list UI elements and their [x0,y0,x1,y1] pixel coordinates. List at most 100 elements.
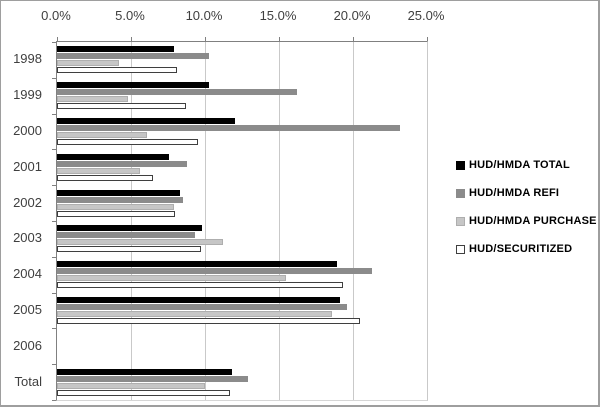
x-axis-tick [353,37,354,41]
bar [57,389,231,396]
bar [57,167,140,174]
bar-rows [57,42,427,400]
gridline [353,42,354,400]
x-axis-tick-label: 25.0% [407,8,445,23]
legend-label: HUD/HMDA PURCHASE [469,215,597,227]
x-axis-tick [279,37,280,41]
category-label: 2003 [13,230,42,246]
category-label: 2006 [13,337,42,353]
y-axis-category-labels: 1998 1999 2000 2001 2002 2003 2004 2005 2006 Tota… [1,41,49,399]
bar [57,317,361,324]
legend-swatch-icon [456,188,465,198]
bar [57,268,373,275]
legend-item: HUD/HMDA REFI [456,187,597,199]
y-axis-tick [52,149,56,151]
bar [57,310,333,317]
x-axis-tick-label: 5.0% [115,8,145,23]
bar-group [57,114,427,150]
bar [57,210,176,217]
bar-group [57,221,427,257]
bar [57,382,205,389]
gridline [279,42,280,400]
y-axis-tick [52,364,56,366]
bar-group [57,257,427,293]
y-axis-tick [52,77,56,79]
bar [57,189,180,196]
bar [57,375,248,382]
legend-item: HUD/SECURITIZED [456,243,597,255]
y-axis-tick [52,292,56,294]
bar [57,67,177,74]
legend-label: HUD/SECURITIZED [469,243,573,255]
bar [57,117,235,124]
bar-group [57,364,427,400]
category-label: 2000 [13,122,42,138]
bar [57,60,120,67]
category-label: 1998 [13,51,42,67]
category-label: Total [14,373,42,389]
bar-group [57,78,427,114]
bar [57,131,148,138]
bar [57,174,154,181]
bar [57,225,203,232]
x-axis-tick-label: 20.0% [333,8,371,23]
bar [57,103,186,110]
bar [57,196,183,203]
x-axis-tick-label: 10.0% [185,8,223,23]
legend-label: HUD/HMDA TOTAL [469,159,570,171]
bar [57,203,174,210]
bar [57,296,340,303]
bar [57,275,287,282]
category-label: 2005 [13,301,42,317]
legend-swatch-icon [456,244,465,254]
legend: HUD/HMDA TOTAL HUD/HMDA REFI HUD/HMDA PURC… [456,159,597,271]
y-axis-tick [52,185,56,187]
bar [57,261,337,268]
category-label: 2001 [13,158,42,174]
x-axis-tick-label: 15.0% [259,8,297,23]
bar [57,232,195,239]
legend-item: HUD/HMDA PURCHASE [456,215,597,227]
bar [57,282,343,289]
bar-group [57,42,427,78]
bar [57,303,348,310]
bar [57,153,170,160]
bar [57,53,210,60]
legend-swatch-icon [456,216,465,226]
bar-group [57,185,427,221]
category-label: 2004 [13,266,42,282]
bar-group [57,328,427,364]
x-axis-tick [57,37,58,41]
x-axis-tick [131,37,132,41]
bar [57,368,232,375]
bar [57,138,198,145]
y-axis-tick [52,256,56,258]
legend-item: HUD/HMDA TOTAL [456,159,597,171]
bar [57,96,129,103]
bar [57,82,210,89]
legend-swatch-icon [456,160,465,170]
x-axis-tick-label: 0.0% [41,8,71,23]
x-axis: 0.0% 5.0% 10.0% 15.0% 20.0% 25.0% [1,8,598,26]
x-axis-tick [427,37,428,41]
bar-group [57,149,427,185]
legend-label: HUD/HMDA REFI [469,187,560,199]
gridline [131,42,132,400]
bar [57,160,188,167]
bar-group [57,293,427,329]
y-axis-tick [52,400,56,401]
y-axis-tick [52,42,56,43]
y-axis-tick [52,328,56,330]
bar [57,246,201,253]
x-axis-tick [205,37,206,41]
bar [57,46,174,53]
bar [57,124,401,131]
gridline [205,42,206,400]
plot-area [52,37,428,401]
category-label: 2002 [13,194,42,210]
bar [57,239,223,246]
y-axis-tick [52,221,56,222]
category-label: 1999 [13,87,42,103]
y-axis-tick [52,113,56,115]
